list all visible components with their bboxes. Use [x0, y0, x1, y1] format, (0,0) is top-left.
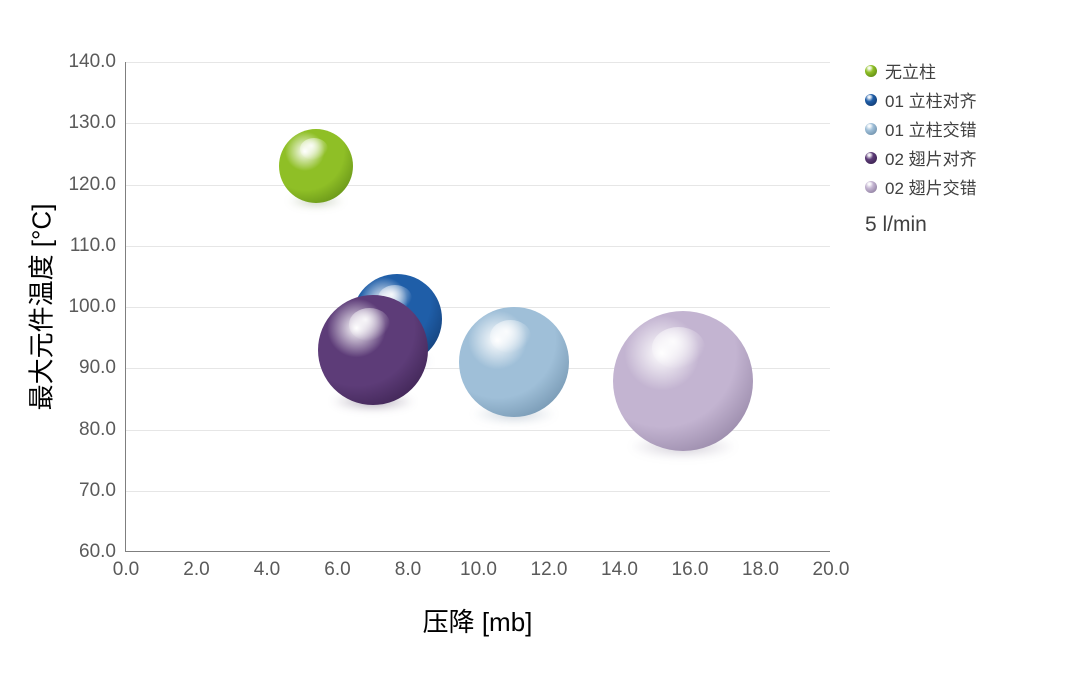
y-tick-label: 70.0 [79, 480, 126, 502]
bubble-s2 [459, 307, 569, 417]
legend-swatch-icon [865, 123, 877, 135]
x-tick-label: 12.0 [531, 551, 568, 581]
y-tick-label: 120.0 [68, 174, 126, 196]
y-axis-title: 最大元件温度 [°C] [22, 204, 59, 411]
legend-label: 02 翅片对齐 [885, 145, 977, 170]
legend-item-s0: 无立柱 [865, 58, 977, 83]
x-tick-label: 4.0 [254, 551, 280, 581]
legend-label: 01 立柱对齐 [885, 87, 977, 112]
y-tick-label: 80.0 [79, 419, 126, 441]
legend-swatch-icon [865, 152, 877, 164]
legend-label: 无立柱 [885, 58, 936, 83]
chart-page: 最大元件温度 [°C] 压降 [mb] 60.070.080.090.0100.… [0, 0, 1065, 697]
legend: 无立柱 01 立柱对齐 01 立柱交错 02 翅片对齐 02 翅片交错 5 l/min [865, 58, 977, 237]
x-tick-label: 2.0 [183, 551, 209, 581]
x-tick-label: 18.0 [742, 551, 779, 581]
legend-label: 01 立柱交错 [885, 116, 977, 141]
x-tick-label: 16.0 [672, 551, 709, 581]
y-tick-label: 130.0 [68, 112, 126, 134]
legend-swatch-icon [865, 65, 877, 77]
x-axis-title: 压降 [mb] [423, 602, 533, 639]
bubble-s0 [279, 129, 353, 203]
legend-item-s1: 01 立柱对齐 [865, 87, 977, 112]
y-tick-label: 100.0 [68, 296, 126, 318]
legend-swatch-icon [865, 94, 877, 106]
x-tick-label: 6.0 [324, 551, 350, 581]
legend-extra-text: 5 l/min [865, 213, 977, 237]
plot-area: 60.070.080.090.0100.0110.0120.0130.0140.… [125, 62, 830, 552]
gridline [126, 185, 830, 186]
gridline [126, 123, 830, 124]
x-tick-label: 8.0 [395, 551, 421, 581]
x-tick-label: 20.0 [813, 551, 850, 581]
y-tick-label: 110.0 [70, 235, 126, 257]
y-tick-label: 90.0 [79, 357, 126, 379]
x-tick-label: 14.0 [601, 551, 638, 581]
bubble-s3 [318, 295, 428, 405]
bubble-s4 [613, 311, 753, 451]
gridline [126, 62, 830, 63]
y-tick-label: 140.0 [68, 51, 126, 73]
gridline [126, 246, 830, 247]
legend-item-s3: 02 翅片对齐 [865, 145, 977, 170]
x-tick-label: 10.0 [460, 551, 497, 581]
legend-item-s2: 01 立柱交错 [865, 116, 977, 141]
gridline [126, 307, 830, 308]
legend-label: 02 翅片交错 [885, 174, 977, 199]
x-tick-label: 0.0 [113, 551, 139, 581]
legend-swatch-icon [865, 181, 877, 193]
gridline [126, 491, 830, 492]
legend-item-s4: 02 翅片交错 [865, 174, 977, 199]
